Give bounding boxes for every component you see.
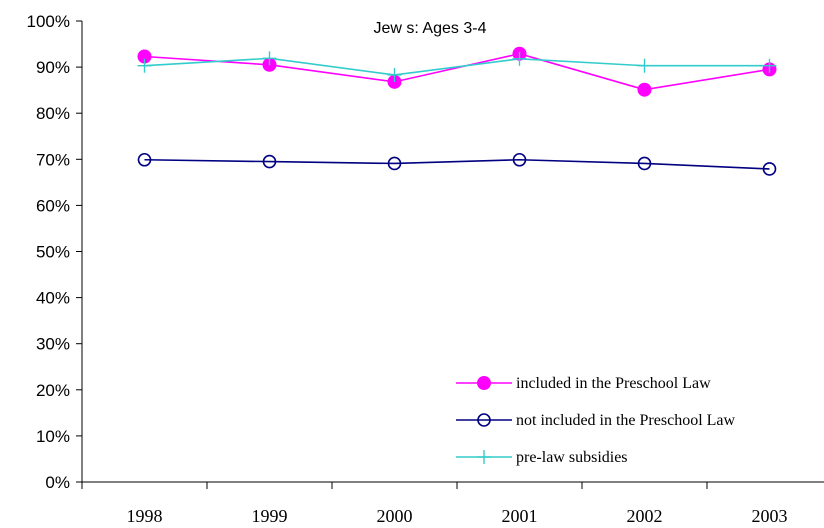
data-point-series-1 [637,82,652,97]
data-point-series-2 [637,156,652,171]
legend-item: pre-law subsidies [456,449,628,466]
data-point-series-3 [262,51,277,66]
legend-marker [477,450,491,464]
series-lines [144,52,770,170]
x-axis-ticks: 1998 1999 2000 2001 2002 2003 [81,482,788,526]
x-tick-label: 1998 [127,506,163,526]
x-tick-label: 2001 [502,506,538,526]
legend-label: included in the Preschool Law [516,375,711,392]
y-tick-label: 0% [45,473,70,492]
series-line-3 [144,57,770,76]
y-tick-label: 50% [36,243,70,262]
data-point-series-3 [387,67,402,82]
y-tick-label: 60% [36,196,70,215]
y-tick-label: 70% [36,150,70,169]
legend-label: not included in the Preschool Law [516,412,736,429]
data-point-series-2 [512,152,527,167]
x-tick-label: 1999 [252,506,288,526]
chart-title: Jew s: Ages 3-4 [374,20,487,37]
series-markers [137,46,777,176]
y-tick-label: 20% [36,381,70,400]
data-point-series-2 [387,156,402,171]
data-point-series-2 [762,162,777,176]
legend: included in the Preschool Law not include… [456,375,736,466]
legend-label: pre-law subsidies [516,449,628,466]
data-point-series-3 [137,58,152,73]
x-tick-label: 2000 [377,506,413,526]
legend-item: not included in the Preschool Law [456,412,736,429]
x-tick-label: 2002 [627,506,663,526]
data-point-series-2 [262,154,277,169]
legend-marker [477,413,491,427]
series-line-1 [144,52,770,91]
y-tick-label: 100% [27,12,70,31]
data-point-series-2 [137,152,152,167]
data-point-series-3 [637,58,652,73]
x-tick-label: 2003 [752,506,788,526]
y-tick-label: 40% [36,289,70,308]
y-axis-ticks: 0% 10% 20% 30% 40% 50% 60% 70% 80% 90% 100% [27,12,82,492]
data-point-series-3 [512,51,527,66]
data-point-series-3 [762,58,777,73]
y-tick-label: 30% [36,335,70,354]
series-line-2 [144,158,770,170]
y-tick-label: 10% [36,427,70,446]
y-tick-label: 80% [36,104,70,123]
legend-marker [477,376,491,390]
y-tick-label: 90% [36,58,70,77]
legend-item: included in the Preschool Law [456,375,711,392]
